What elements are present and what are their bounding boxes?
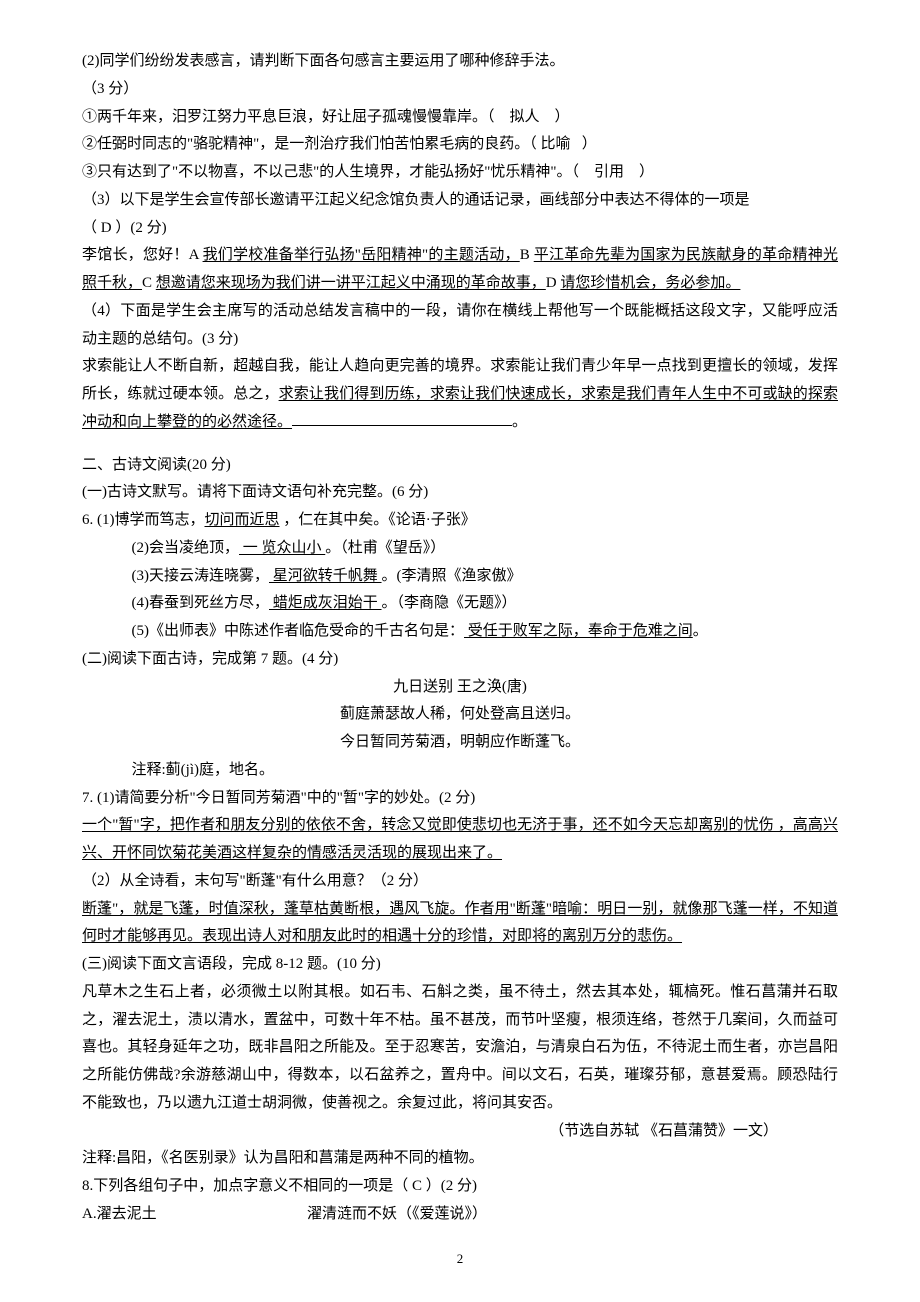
poem-l2: 今日暂同芳菊酒，明朝应作断蓬飞。 [82,729,838,757]
section2-title: 二、古诗文阅读(20 分) [82,452,838,480]
q7-p1-ans: 一个"暂"字，把作者和朋友分别的依依不舍，转念又觉即使悲切也无济于事，还不如今天… [82,817,838,861]
q7-p2-stem: （2）从全诗看，末句写"断蓬"有什么用意？（2 分） [82,868,838,896]
q4-post: 。 [512,414,527,430]
q8-stem: 8.下列各组句子中，加点字意义不相同的一项是（ C ）(2 分) [82,1173,838,1201]
q6-l4-pre: (4)春蚕到死丝方尽， [132,595,270,611]
q8-a-right: 濯清涟而不妖（《爱莲说》） [307,1206,487,1222]
q6-l2: (2)会当凌绝顶， 一 览众山小 。（杜甫《望岳》） [82,535,838,563]
q6-l2-ans: 一 览众山小 [239,540,325,556]
poem-note: 注释:蓟(jì)庭，地名。 [82,757,838,785]
q3-mid-b: B [520,247,534,263]
q4-stem: （4）下面是学生会主席写的活动总结发言稿中的一段，请你在横线上帮他写一个既能概括… [82,298,838,354]
q7-p2-ans: 断蓬"，就是飞蓬，时值深秋，蓬草枯黄断根，遇风飞旋。作者用"断蓬"暗喻：明日一别… [82,901,838,945]
q6-l4-post: 。（李商隐《无题》） [382,595,517,611]
q6-l5: (5)《出师表》中陈述作者临危受命的千古名句是： 受任于败军之际，奉命于危难之间… [82,618,838,646]
q6-l5-post: 。 [693,623,708,639]
q7-p2-ans-wrap: 断蓬"，就是飞蓬，时值深秋，蓬草枯黄断根，遇风飞旋。作者用"断蓬"暗喻：明日一别… [82,896,838,952]
section2-sub3: (三)阅读下面文言语段，完成 8-12 题。(10 分) [82,951,838,979]
passage-src: （节选自苏轼 《石菖蒲赞》一文） [82,1118,838,1146]
q2-item2: ②任弼时同志的"骆驼精神"，是一剂治疗我们怕苦怕累毛病的良药。（ 比喻 ） [82,131,838,159]
passage-note: 注释:昌阳，《名医别录》认为昌阳和菖蒲是两种不同的植物。 [82,1145,838,1173]
q2-stem: (2)同学们纷纷发表感言，请判断下面各句感言主要运用了哪种修辞手法。 [82,48,838,76]
q6-l3: (3)天接云涛连晓雾， 星河欲转千帆舞 。(李清照《渔家傲》 [82,563,838,591]
q6-l5-ans: 受任于败军之际，奉命于危难之间 [464,623,693,639]
q6-l3-pre: (3)天接云涛连晓雾， [132,568,270,584]
q6-l4: (4)春蚕到死丝方尽， 蜡炬成灰泪始干 。（李商隐《无题》） [82,590,838,618]
section2-sub2: (二)阅读下面古诗，完成第 7 题。(4 分) [82,646,838,674]
q2-item1-pre: ①两千年来，汨罗江努力平息巨浪，好让屈子孤魂慢慢靠岸。（ [82,109,495,125]
q3-pre: 李馆长，您好！A [82,247,203,263]
q6-l1-pre: 6. (1)博学而笃志， [82,512,205,528]
q6-l1-post: ，仁在其中矣。《论语·子张》 [280,512,476,528]
q3-ans: （ D ）(2 分) [82,215,838,243]
poem-l1: 蓟庭萧瑟故人稀，何处登高且送归。 [82,701,838,729]
q4-body: 求索能让人不断自新，超越自我，能让人趋向更完善的境界。求索能让我们青少年早一点找… [82,353,838,436]
q6-l2-post: 。（杜甫《望岳》） [325,540,445,556]
q2-item1: ①两千年来，汨罗江努力平息巨浪，好让屈子孤魂慢慢靠岸。（ 拟人 ） [82,104,838,132]
poem-title: 九日送别 王之涣(唐) [82,674,838,702]
section2-sub1: (一)古诗文默写。请将下面诗文语句补充完整。(6 分) [82,479,838,507]
q6-l3-ans: 星河欲转千帆舞 [269,568,382,584]
q7-p1-ans-wrap: 一个"暂"字，把作者和朋友分别的依依不舍，转念又觉即使悲切也无济于事，还不如今天… [82,812,838,868]
q2-item3-pre: ③只有达到了"不以物喜，不以己悲"的人生境界，才能弘扬好"忧乐精神"。（ [82,164,579,180]
q6-l4-ans: 蜡炬成灰泪始干 [269,595,382,611]
q6-l3-post: 。(李清照《渔家傲》 [382,568,522,584]
page-number: 2 [82,1247,838,1271]
q2-item1-post: ） [555,109,570,125]
q2-item3-post: ） [639,164,654,180]
q2-item1-ans: 拟人 [510,109,540,125]
q8-a: A.濯去泥土濯清涟而不妖（《爱莲说》） [82,1201,838,1229]
q3-seg-d: 请您珍惜机会，务必参加。 [560,275,740,291]
q3-seg-a: 我们学校准备举行弘扬"岳阳精神"的主题活动， [203,247,520,263]
q3-seg-c: 想邀请您来现场为我们讲一讲平江起义中涌现的革命故事， [156,275,546,291]
q2-item3-ans: 引用 [594,164,624,180]
q8-a-left: A.濯去泥土 [82,1201,307,1229]
q3-mid-c: C [142,275,156,291]
passage-body: 凡草木之生石上者，必须微土以附其根。如石韦、石斛之类，虽不待土，然去其本处，辄槁… [82,979,838,1118]
q6-l5-pre: (5)《出师表》中陈述作者临危受命的千古名句是： [132,623,465,639]
q2-item3: ③只有达到了"不以物喜，不以己悲"的人生境界，才能弘扬好"忧乐精神"。（ 引用 … [82,159,838,187]
q2-points: （3 分） [82,76,838,104]
q3-stem: （3）以下是学生会宣传部长邀请平江起义纪念馆负责人的通话记录，画线部分中表达不得… [82,187,838,215]
q4-tail-line [292,411,512,426]
q2-item2-post: ） [582,136,597,152]
q3-mid-d: D [546,275,561,291]
q2-item2-ans: 比喻 [541,136,571,152]
q6-l2-pre: (2)会当凌绝顶， [132,540,240,556]
q6-l1: 6. (1)博学而笃志，切问而近思 ，仁在其中矣。《论语·子张》 [82,507,838,535]
q6-l1-ans: 切问而近思 [205,512,280,528]
q7-p1-stem: 7. (1)请简要分析"今日暂同芳菊酒"中的"暂"字的妙处。(2 分) [82,785,838,813]
q3-body: 李馆长，您好！A 我们学校准备举行弘扬"岳阳精神"的主题活动，B 平江革命先辈为… [82,242,838,298]
q2-item2-pre: ②任弼时同志的"骆驼精神"，是一剂治疗我们怕苦怕累毛病的良药。（ [82,136,537,152]
